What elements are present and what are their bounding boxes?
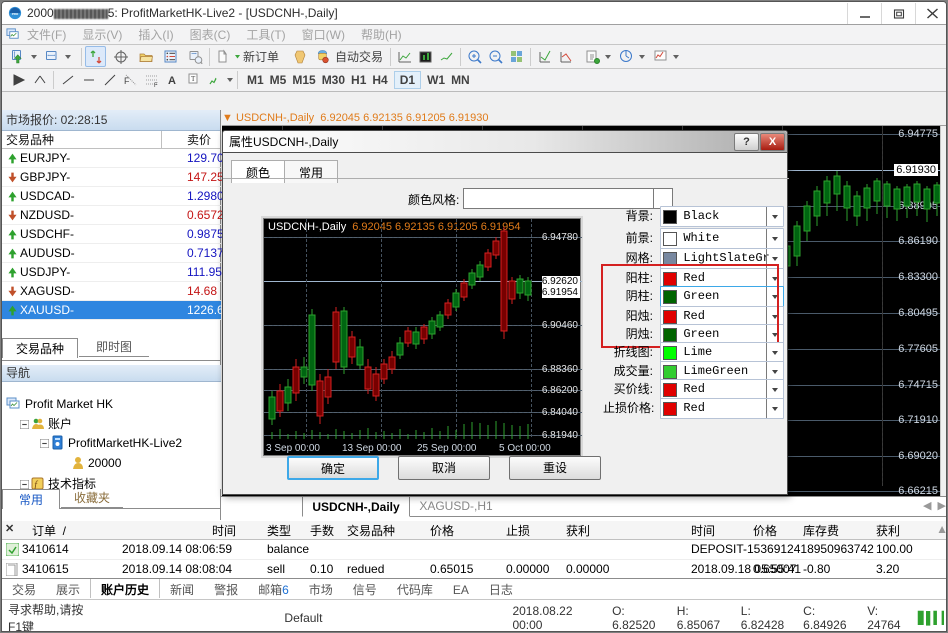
svg-text:F: F (154, 83, 158, 88)
svg-text:F: F (124, 76, 130, 86)
svg-text:PRO: PRO (12, 12, 19, 16)
svg-text:A: A (168, 75, 176, 87)
svg-text:T: T (191, 75, 196, 83)
